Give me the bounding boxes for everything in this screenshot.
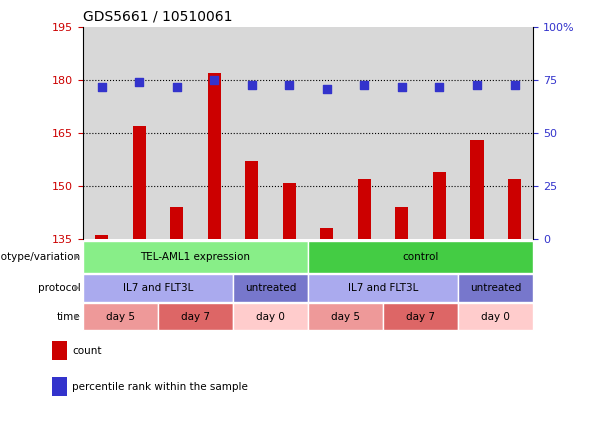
Bar: [383, 303, 458, 330]
Bar: [208, 73, 221, 239]
Text: day 7: day 7: [181, 312, 210, 321]
Text: IL7 and FLT3L: IL7 and FLT3L: [123, 283, 193, 293]
Bar: [270, 27, 308, 239]
Bar: [83, 303, 158, 330]
Text: untreated: untreated: [470, 283, 522, 293]
Bar: [308, 274, 458, 302]
Bar: [196, 27, 233, 239]
Bar: [395, 207, 408, 239]
Point: [134, 79, 144, 86]
Point: [284, 81, 294, 88]
Point: [472, 81, 482, 88]
Bar: [308, 27, 346, 239]
Text: GDS5661 / 10510061: GDS5661 / 10510061: [83, 10, 232, 24]
Bar: [421, 27, 458, 239]
Text: IL7 and FLT3L: IL7 and FLT3L: [348, 283, 418, 293]
Bar: [83, 241, 308, 273]
Point: [247, 81, 257, 88]
Text: count: count: [72, 346, 102, 356]
Point: [509, 81, 519, 88]
Text: day 0: day 0: [256, 312, 285, 321]
Point: [209, 77, 219, 84]
Bar: [158, 27, 196, 239]
Bar: [233, 274, 308, 302]
Bar: [52, 377, 67, 396]
Bar: [83, 274, 233, 302]
Bar: [358, 179, 371, 239]
Text: day 7: day 7: [406, 312, 435, 321]
Bar: [320, 228, 333, 239]
Bar: [458, 303, 533, 330]
Text: day 5: day 5: [331, 312, 360, 321]
Text: control: control: [403, 252, 439, 262]
Bar: [346, 27, 383, 239]
Bar: [245, 162, 258, 239]
Bar: [52, 341, 67, 360]
Bar: [95, 236, 108, 239]
Text: protocol: protocol: [37, 283, 80, 293]
Text: TEL-AML1 expression: TEL-AML1 expression: [140, 252, 250, 262]
Point: [172, 83, 181, 90]
Bar: [120, 27, 158, 239]
Text: day 5: day 5: [106, 312, 135, 321]
Bar: [470, 140, 484, 239]
Bar: [383, 27, 421, 239]
Bar: [158, 303, 233, 330]
Bar: [132, 126, 146, 239]
Bar: [233, 27, 270, 239]
Text: day 0: day 0: [481, 312, 510, 321]
Bar: [170, 207, 183, 239]
Bar: [458, 274, 533, 302]
Bar: [283, 183, 296, 239]
Point: [322, 85, 332, 92]
Point: [397, 83, 407, 90]
Bar: [496, 27, 533, 239]
Text: genotype/variation: genotype/variation: [0, 252, 80, 262]
Bar: [308, 303, 383, 330]
Bar: [433, 172, 446, 239]
Bar: [308, 241, 533, 273]
Text: untreated: untreated: [245, 283, 296, 293]
Bar: [508, 179, 521, 239]
Bar: [458, 27, 496, 239]
Point: [359, 81, 369, 88]
Bar: [83, 27, 120, 239]
Point: [435, 83, 444, 90]
Text: time: time: [56, 312, 80, 321]
Point: [97, 83, 107, 90]
Text: percentile rank within the sample: percentile rank within the sample: [72, 382, 248, 392]
Bar: [233, 303, 308, 330]
